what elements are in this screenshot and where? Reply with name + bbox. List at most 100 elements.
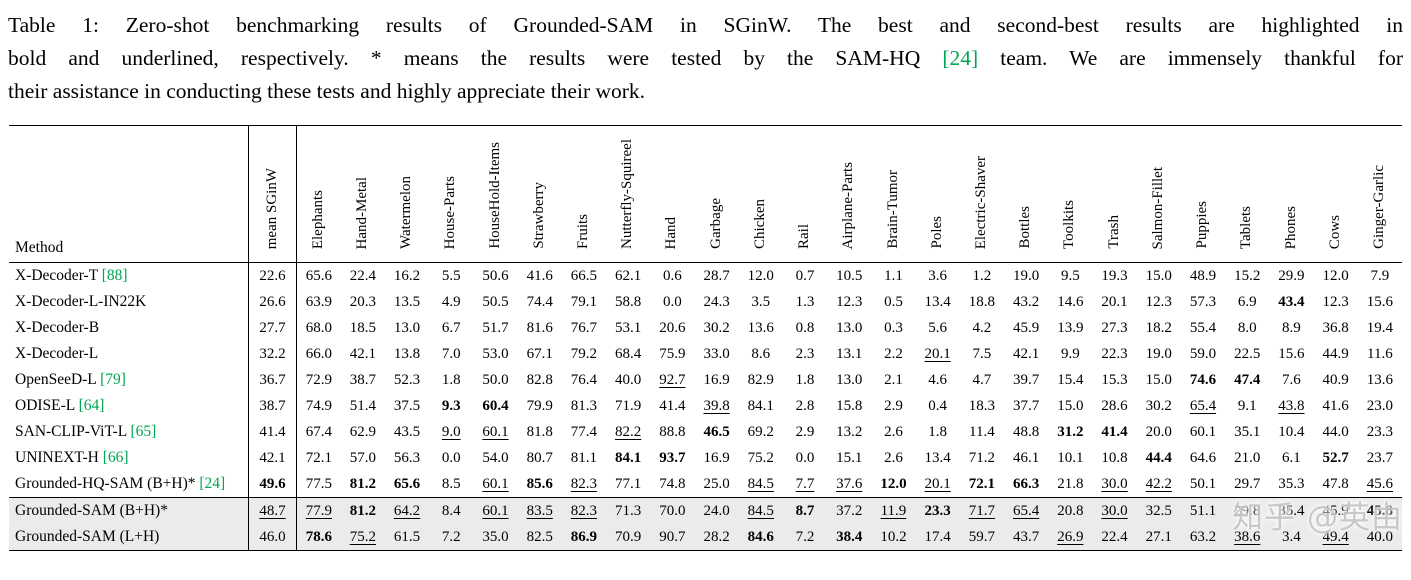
value-cell: 90.7 xyxy=(659,529,686,545)
value-cell: 49.4 xyxy=(1322,529,1349,545)
value-cell: 9.0 xyxy=(441,424,461,440)
table-row: X-Decoder-T [88] 22.6 65.6 22.4 16.2 5.5 50.6 4… xyxy=(9,262,1402,289)
value-cell: 18.8 xyxy=(968,294,996,310)
table-body: X-Decoder-T [88] 22.6 65.6 22.4 16.2 5.5 50.6 4… xyxy=(9,262,1402,551)
mean-value-cell: 22.6 xyxy=(248,262,297,289)
value-cell: 53.1 xyxy=(615,320,642,336)
value-cell: 24.3 xyxy=(703,294,730,310)
value-cell: 22.4 xyxy=(349,268,376,284)
value-cell: 20.1 xyxy=(924,476,951,492)
column-header-label: Phones xyxy=(1282,205,1299,249)
value-cell: 13.5 xyxy=(393,294,421,310)
value-cell: 7.5 xyxy=(972,346,992,362)
method-name: Grounded-SAM (B+H)* xyxy=(15,502,168,519)
citation-link[interactable]: [24] xyxy=(199,475,226,492)
column-header-label: Hand-Metal xyxy=(353,176,370,249)
column-header-label: Tablets xyxy=(1238,205,1255,249)
value-cell: 60.1 xyxy=(1189,424,1217,440)
column-header: Hand-Metal xyxy=(341,126,385,263)
table-row: X-Decoder-B 27.7 68.0 18.5 13.0 6.7 51.7 81.6 76… xyxy=(9,315,1402,341)
citation-link[interactable]: [64] xyxy=(78,397,105,414)
value-cell: 10.2 xyxy=(880,529,907,545)
value-cell: 43.8 xyxy=(1278,398,1305,414)
value-cell: 4.9 xyxy=(441,294,461,310)
value-cell: 92.7 xyxy=(659,372,686,388)
column-header-label: Cows xyxy=(1326,214,1343,249)
value-cell: 28.6 xyxy=(1101,398,1128,414)
value-cell: 3.5 xyxy=(751,294,771,310)
citation-link[interactable]: [79] xyxy=(100,371,126,388)
value-cell: 23.3 xyxy=(1366,424,1393,440)
value-cell: 15.0 xyxy=(1145,372,1172,388)
method-cell: SAN-CLIP-ViT-L [65] xyxy=(9,419,249,445)
value-cell: 1.3 xyxy=(795,294,815,310)
value-cell: 2.6 xyxy=(884,450,903,466)
method-name: X-Decoder-L xyxy=(15,345,99,362)
caption-text-post: team. We are immensely thankful for xyxy=(978,46,1403,70)
value-cell: 58.8 xyxy=(615,294,642,310)
table-row: X-Decoder-L-IN22K 26.6 63.9 20.3 13.5 4.9 50.5… xyxy=(9,289,1402,315)
value-cell: 13.0 xyxy=(836,320,863,336)
citation-link[interactable]: [66] xyxy=(102,449,129,466)
table-row: ODISE-L [64] 38.7 74.9 51.4 37.5 9.3 60.4 79.9 8… xyxy=(9,393,1402,419)
value-cell: 37.2 xyxy=(836,503,863,519)
value-cell: 11.9 xyxy=(880,503,907,519)
value-cell: 67.4 xyxy=(305,424,332,440)
column-header: House-Parts xyxy=(429,126,473,263)
value-cell: 22.3 xyxy=(1101,346,1128,362)
value-cell: 62.9 xyxy=(349,424,376,440)
value-cell: 12.3 xyxy=(1145,294,1172,310)
value-cell: 76.4 xyxy=(570,372,598,388)
value-cell: 65.6 xyxy=(305,268,332,284)
value-cell: 29.9 xyxy=(1278,268,1305,284)
column-header: Watermelon xyxy=(385,126,429,263)
value-cell: 6.1 xyxy=(1282,450,1301,466)
column-header: Nutterfly-Squireel xyxy=(606,126,650,263)
value-cell: 69.2 xyxy=(747,424,774,440)
value-cell: 20.1 xyxy=(1101,294,1128,310)
value-cell: 84.6 xyxy=(747,529,774,545)
value-cell: 64.6 xyxy=(1189,450,1217,466)
value-cell: 0.5 xyxy=(884,294,903,310)
value-cell: 20.1 xyxy=(924,346,951,362)
value-cell: 81.1 xyxy=(570,450,598,466)
table-row: SAN-CLIP-ViT-L [65] 41.4 67.4 62.9 43.5 9.0 60… xyxy=(9,419,1402,445)
value-cell: 13.2 xyxy=(836,424,863,440)
value-cell: 15.0 xyxy=(1145,268,1172,284)
value-cell: 72.1 xyxy=(305,450,332,466)
value-cell: 22.5 xyxy=(1234,346,1261,362)
citation-link[interactable]: [65] xyxy=(130,423,157,440)
value-cell: 10.4 xyxy=(1278,424,1305,440)
value-cell: 4.2 xyxy=(972,320,992,336)
column-header: Phones xyxy=(1269,126,1313,263)
value-cell: 9.3 xyxy=(441,398,461,414)
value-cell: 46.1 xyxy=(1012,450,1040,466)
method-name: UNINEXT-H xyxy=(15,449,99,466)
value-cell: 12.0 xyxy=(1322,268,1349,284)
value-cell: 42.2 xyxy=(1145,476,1172,492)
column-header: Trash xyxy=(1092,126,1136,263)
table-row: UNINEXT-H [66] 42.1 72.1 57.0 56.3 0.0 54.0 80.… xyxy=(9,445,1402,471)
citation-link[interactable]: [88] xyxy=(101,267,128,284)
value-cell: 42.1 xyxy=(349,346,376,362)
value-cell: 0.0 xyxy=(662,294,682,310)
value-cell: 27.3 xyxy=(1101,320,1128,336)
value-cell: 1.1 xyxy=(884,268,903,284)
value-cell: 12.0 xyxy=(747,268,774,284)
column-header: Elephants xyxy=(297,126,341,263)
value-cell: 29.7 xyxy=(1234,476,1261,492)
value-cell: 7.7 xyxy=(795,476,815,492)
value-cell: 42.1 xyxy=(1012,346,1040,362)
value-cell: 61.5 xyxy=(393,529,421,545)
value-cell: 39.8 xyxy=(703,398,730,414)
value-cell: 79.2 xyxy=(570,346,598,362)
caption-citation-link[interactable]: [24] xyxy=(942,46,979,70)
value-cell: 47.4 xyxy=(1234,372,1261,388)
value-cell: 48.9 xyxy=(1189,268,1217,284)
value-cell: 37.7 xyxy=(1012,398,1040,414)
value-cell: 23.3 xyxy=(924,503,951,519)
value-cell: 82.2 xyxy=(615,424,642,440)
value-cell: 39.7 xyxy=(1012,372,1040,388)
value-cell: 74.4 xyxy=(526,294,553,310)
value-cell: 56.3 xyxy=(393,450,421,466)
